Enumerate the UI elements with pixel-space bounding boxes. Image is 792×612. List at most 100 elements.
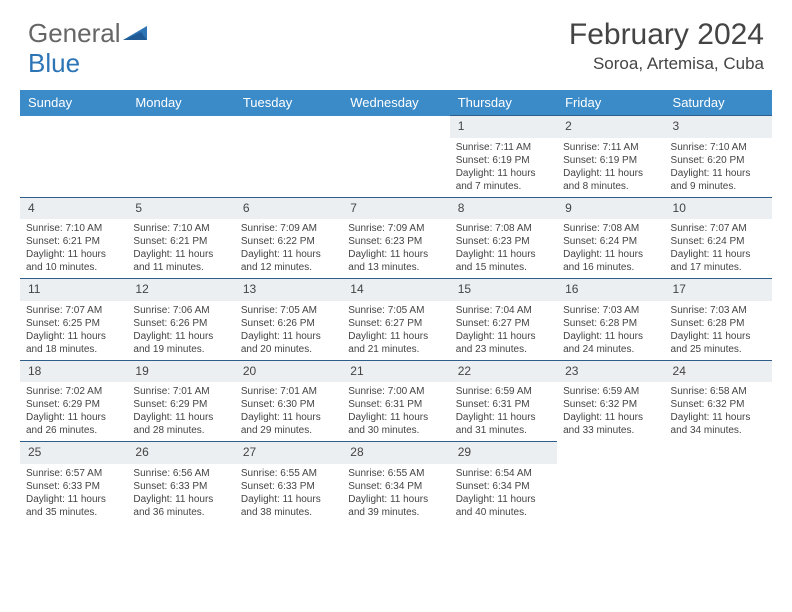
day-number-cell: 22 — [450, 360, 557, 382]
daylight-line2: and 13 minutes. — [348, 261, 443, 274]
sunrise-line: Sunrise: 7:04 AM — [456, 304, 551, 317]
sunrise-line: Sunrise: 7:03 AM — [563, 304, 658, 317]
weekday-header: Sunday — [20, 90, 127, 116]
day-number-row: 45678910 — [20, 197, 772, 219]
sunset-line: Sunset: 6:33 PM — [241, 480, 336, 493]
daylight-line2: and 26 minutes. — [26, 424, 121, 437]
weekday-header: Wednesday — [342, 90, 449, 116]
brand-part2-wrap: Blue — [28, 48, 80, 79]
day-data-cell: Sunrise: 7:01 AMSunset: 6:30 PMDaylight:… — [235, 382, 342, 442]
daylight-line1: Daylight: 11 hours — [241, 330, 336, 343]
sunrise-line: Sunrise: 6:57 AM — [26, 467, 121, 480]
daylight-line2: and 34 minutes. — [671, 424, 766, 437]
sunrise-line: Sunrise: 6:59 AM — [563, 385, 658, 398]
sunset-line: Sunset: 6:26 PM — [241, 317, 336, 330]
calendar-body: 123Sunrise: 7:11 AMSunset: 6:19 PMDaylig… — [20, 116, 772, 523]
sunrise-line: Sunrise: 7:05 AM — [348, 304, 443, 317]
sunset-line: Sunset: 6:33 PM — [133, 480, 228, 493]
sunrise-line: Sunrise: 6:54 AM — [456, 467, 551, 480]
sunrise-line: Sunrise: 6:58 AM — [671, 385, 766, 398]
day-data-cell: Sunrise: 6:59 AMSunset: 6:31 PMDaylight:… — [450, 382, 557, 442]
day-number-cell: 9 — [557, 197, 664, 219]
sunset-line: Sunset: 6:30 PM — [241, 398, 336, 411]
sunset-line: Sunset: 6:32 PM — [563, 398, 658, 411]
daylight-line1: Daylight: 11 hours — [241, 248, 336, 261]
weekday-header: Monday — [127, 90, 234, 116]
day-data-cell: Sunrise: 7:01 AMSunset: 6:29 PMDaylight:… — [127, 382, 234, 442]
daylight-line1: Daylight: 11 hours — [348, 411, 443, 424]
day-data-cell: Sunrise: 7:09 AMSunset: 6:22 PMDaylight:… — [235, 219, 342, 279]
day-data-cell: Sunrise: 7:06 AMSunset: 6:26 PMDaylight:… — [127, 301, 234, 361]
sunset-line: Sunset: 6:34 PM — [456, 480, 551, 493]
daylight-line1: Daylight: 11 hours — [348, 248, 443, 261]
weekday-header: Friday — [557, 90, 664, 116]
daylight-line2: and 33 minutes. — [563, 424, 658, 437]
sunset-line: Sunset: 6:28 PM — [671, 317, 766, 330]
daylight-line2: and 39 minutes. — [348, 506, 443, 519]
sunset-line: Sunset: 6:33 PM — [26, 480, 121, 493]
sunset-line: Sunset: 6:25 PM — [26, 317, 121, 330]
daylight-line1: Daylight: 11 hours — [456, 493, 551, 506]
daylight-line1: Daylight: 11 hours — [241, 411, 336, 424]
daylight-line2: and 35 minutes. — [26, 506, 121, 519]
daylight-line1: Daylight: 11 hours — [563, 167, 658, 180]
sunset-line: Sunset: 6:31 PM — [348, 398, 443, 411]
day-number-cell: 1 — [450, 116, 557, 138]
daylight-line1: Daylight: 11 hours — [133, 248, 228, 261]
sunrise-line: Sunrise: 7:07 AM — [26, 304, 121, 317]
weekday-header-row: Sunday Monday Tuesday Wednesday Thursday… — [20, 90, 772, 116]
day-number-row: 123 — [20, 116, 772, 138]
sunrise-line: Sunrise: 6:55 AM — [241, 467, 336, 480]
sunset-line: Sunset: 6:21 PM — [26, 235, 121, 248]
daylight-line1: Daylight: 11 hours — [26, 248, 121, 261]
day-data-cell: Sunrise: 7:08 AMSunset: 6:23 PMDaylight:… — [450, 219, 557, 279]
daylight-line2: and 10 minutes. — [26, 261, 121, 274]
daylight-line2: and 19 minutes. — [133, 343, 228, 356]
daylight-line2: and 24 minutes. — [563, 343, 658, 356]
day-number-cell: 23 — [557, 360, 664, 382]
day-number-cell: 15 — [450, 279, 557, 301]
daylight-line2: and 28 minutes. — [133, 424, 228, 437]
day-number-cell: 17 — [665, 279, 772, 301]
daylight-line2: and 40 minutes. — [456, 506, 551, 519]
day-number-cell: 26 — [127, 442, 234, 464]
sunrise-line: Sunrise: 6:59 AM — [456, 385, 551, 398]
sunrise-line: Sunrise: 7:10 AM — [26, 222, 121, 235]
daylight-line1: Daylight: 11 hours — [133, 411, 228, 424]
sunset-line: Sunset: 6:28 PM — [563, 317, 658, 330]
sunset-line: Sunset: 6:24 PM — [671, 235, 766, 248]
weekday-header: Tuesday — [235, 90, 342, 116]
day-data-cell: Sunrise: 7:11 AMSunset: 6:19 PMDaylight:… — [450, 138, 557, 198]
daylight-line2: and 7 minutes. — [456, 180, 551, 193]
sunrise-line: Sunrise: 7:09 AM — [348, 222, 443, 235]
day-number-cell: 21 — [342, 360, 449, 382]
sunset-line: Sunset: 6:19 PM — [563, 154, 658, 167]
day-number-cell — [235, 116, 342, 138]
sunrise-line: Sunrise: 7:09 AM — [241, 222, 336, 235]
day-data-cell: Sunrise: 6:59 AMSunset: 6:32 PMDaylight:… — [557, 382, 664, 442]
weekday-header: Thursday — [450, 90, 557, 116]
day-data-cell — [665, 464, 772, 523]
daylight-line2: and 9 minutes. — [671, 180, 766, 193]
day-data-cell: Sunrise: 6:55 AMSunset: 6:33 PMDaylight:… — [235, 464, 342, 523]
daylight-line1: Daylight: 11 hours — [26, 330, 121, 343]
day-data-cell: Sunrise: 6:58 AMSunset: 6:32 PMDaylight:… — [665, 382, 772, 442]
brand-part1: General — [28, 18, 121, 49]
day-data-cell: Sunrise: 6:54 AMSunset: 6:34 PMDaylight:… — [450, 464, 557, 523]
day-data-cell: Sunrise: 7:10 AMSunset: 6:21 PMDaylight:… — [127, 219, 234, 279]
day-data-cell — [20, 138, 127, 198]
calendar-table: Sunday Monday Tuesday Wednesday Thursday… — [20, 90, 772, 523]
day-number-cell: 13 — [235, 279, 342, 301]
daylight-line2: and 18 minutes. — [26, 343, 121, 356]
daylight-line2: and 25 minutes. — [671, 343, 766, 356]
day-number-cell: 29 — [450, 442, 557, 464]
daylight-line1: Daylight: 11 hours — [563, 248, 658, 261]
day-data-row: Sunrise: 7:11 AMSunset: 6:19 PMDaylight:… — [20, 138, 772, 198]
day-data-cell — [557, 464, 664, 523]
day-data-row: Sunrise: 7:10 AMSunset: 6:21 PMDaylight:… — [20, 219, 772, 279]
day-number-cell: 7 — [342, 197, 449, 219]
day-number-cell — [665, 442, 772, 464]
daylight-line2: and 12 minutes. — [241, 261, 336, 274]
day-data-cell — [127, 138, 234, 198]
day-data-cell: Sunrise: 7:10 AMSunset: 6:20 PMDaylight:… — [665, 138, 772, 198]
